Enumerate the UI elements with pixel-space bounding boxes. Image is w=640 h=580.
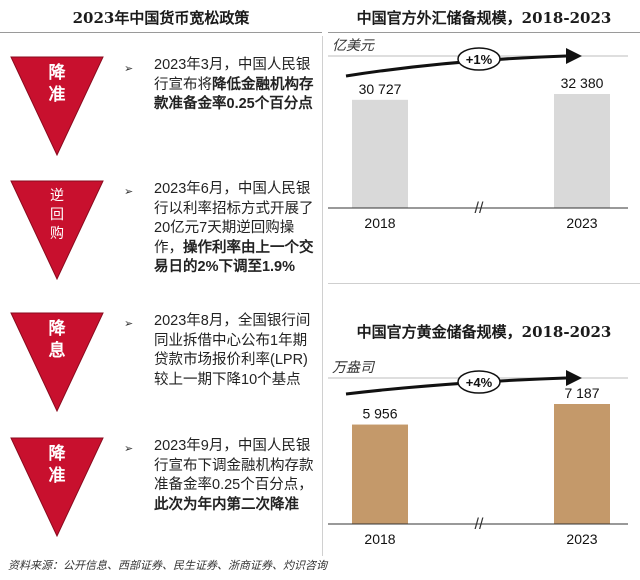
value-label: 7 187: [564, 385, 599, 401]
policy-item-rrr-cut-march: 降 准 ➢ 2023年3月，中国人民银行宣布将降低金融机构存款准备金率0.25个…: [0, 56, 322, 176]
badge-line: 回: [50, 206, 64, 222]
gold-reserve-chart: 万盎司 +4% 5 956 7 187 // 2018 2023: [328, 359, 628, 547]
fx-reserve-chart: 亿美元 +1% 30 727 32 380 // 2018 2023: [328, 37, 628, 231]
growth-label: +4%: [466, 375, 493, 390]
policy-badge-label: 降 准: [10, 443, 104, 487]
bar-2018: [352, 424, 408, 524]
axis-break-mark: //: [475, 516, 484, 533]
policy-badge-label: 逆 回 购: [10, 186, 104, 243]
policy-description: 2023年8月，全国银行间同业拆借中心公布1年期贷款市场报价利率(LPR)较上一…: [154, 312, 316, 390]
badge-line: 降: [48, 444, 66, 463]
left-panel-title: 2023年中国货币宽松政策: [0, 2, 322, 33]
x-tick-label: 2023: [566, 531, 597, 547]
badge-line: 准: [48, 85, 66, 104]
bullet-arrow-icon: ➢: [124, 443, 134, 455]
x-tick-label: 2018: [364, 215, 395, 231]
unit-label: 万盎司: [332, 359, 376, 375]
bar-2023: [554, 94, 610, 208]
policy-item-rate-cut-august: 降 息 ➢ 2023年8月，全国银行间同业拆借中心公布1年期贷款市场报价利率(L…: [0, 312, 322, 422]
badge-line: 降: [48, 319, 66, 338]
panel-divider: [322, 36, 323, 556]
policy-description: 2023年3月，中国人民银行宣布将降低金融机构存款准备金率0.25个百分点: [154, 56, 316, 115]
policy-badge-label: 降 准: [10, 62, 104, 106]
badge-line: 息: [48, 341, 66, 360]
bullet-arrow-icon: ➢: [124, 63, 134, 75]
policy-item-reverse-repo-june: 逆 回 购 ➢ 2023年6月，中国人民银行以利率招标方式开展了20亿元7天期逆…: [0, 180, 322, 305]
bar-group: 30 727 32 380: [352, 75, 610, 208]
growth-label: +1%: [466, 52, 493, 67]
triangle-badge-icon: [10, 437, 104, 537]
growth-arrow: +4%: [345, 370, 582, 396]
policy-item-rrr-cut-september: 降 准 ➢ 2023年9月，中国人民银行宣布下调金融机构存款准备金率0.25个百…: [0, 437, 322, 552]
badge-line: 购: [50, 225, 64, 241]
triangle-badge-icon: [10, 56, 104, 156]
badge-line: 准: [48, 466, 66, 485]
bar-2018: [352, 99, 408, 208]
x-tick-label: 2018: [364, 531, 395, 547]
reserve-chart-title: 中国官方外汇储备规模，2018-2023: [328, 2, 640, 33]
growth-arrow: +1%: [345, 47, 582, 78]
value-label: 32 380: [561, 75, 604, 91]
value-label: 30 727: [359, 81, 402, 97]
badge-line: 降: [48, 63, 66, 82]
unit-label: 亿美元: [332, 37, 375, 53]
x-tick-labels: 2018 2023: [364, 531, 597, 547]
policy-text-segment: 2023年8月，全国银行间同业拆借中心公布1年期贷款市场报价利率(LPR)较上一…: [154, 313, 311, 388]
gold-chart-title: 中国官方黄金储备规模，2018-2023: [356, 322, 612, 341]
policy-text-highlight: 降低金融机构存款准备金率0.25个百分点: [154, 76, 314, 113]
bullet-arrow-icon: ➢: [124, 186, 134, 198]
policy-description: 2023年9月，中国人民银行宣布下调金融机构存款准备金率0.25个百分点， 此次为…: [154, 437, 316, 515]
value-label: 5 956: [362, 406, 397, 422]
axis-break-mark: //: [475, 200, 484, 217]
bar-group: 5 956 7 187: [352, 385, 610, 524]
badge-line: 逆: [50, 187, 64, 203]
policy-text-highlight: 此次为年内第二次降准: [154, 496, 299, 513]
triangle-badge-icon: [10, 180, 104, 280]
triangle-badge-icon: [10, 312, 104, 412]
x-tick-label: 2023: [566, 215, 597, 231]
chart-divider: [328, 283, 640, 284]
bullet-arrow-icon: ➢: [124, 318, 134, 330]
source-note: 资料来源：公开信息、西部证券、民生证券、浙商证券、灼识咨询: [8, 560, 327, 572]
x-tick-labels: 2018 2023: [364, 215, 597, 231]
policy-text-segment: 2023年6月，中国人民银行以利率招标方式开展了20亿元7天期逆回购操作，: [154, 181, 314, 256]
policy-description: 2023年6月，中国人民银行以利率招标方式开展了20亿元7天期逆回购操作，操作利…: [154, 180, 316, 278]
policy-badge-label: 降 息: [10, 318, 104, 362]
policy-text-segment: 2023年9月，中国人民银行宣布下调金融机构存款准备金率0.25个百分点，: [154, 438, 314, 493]
policy-text-segment: 2023年3月，中国人民银行宣布将: [154, 57, 311, 93]
policy-text-highlight: 操作利率由上一个交易日的2%下调至1.9%: [154, 239, 314, 276]
bar-2023: [554, 404, 610, 524]
